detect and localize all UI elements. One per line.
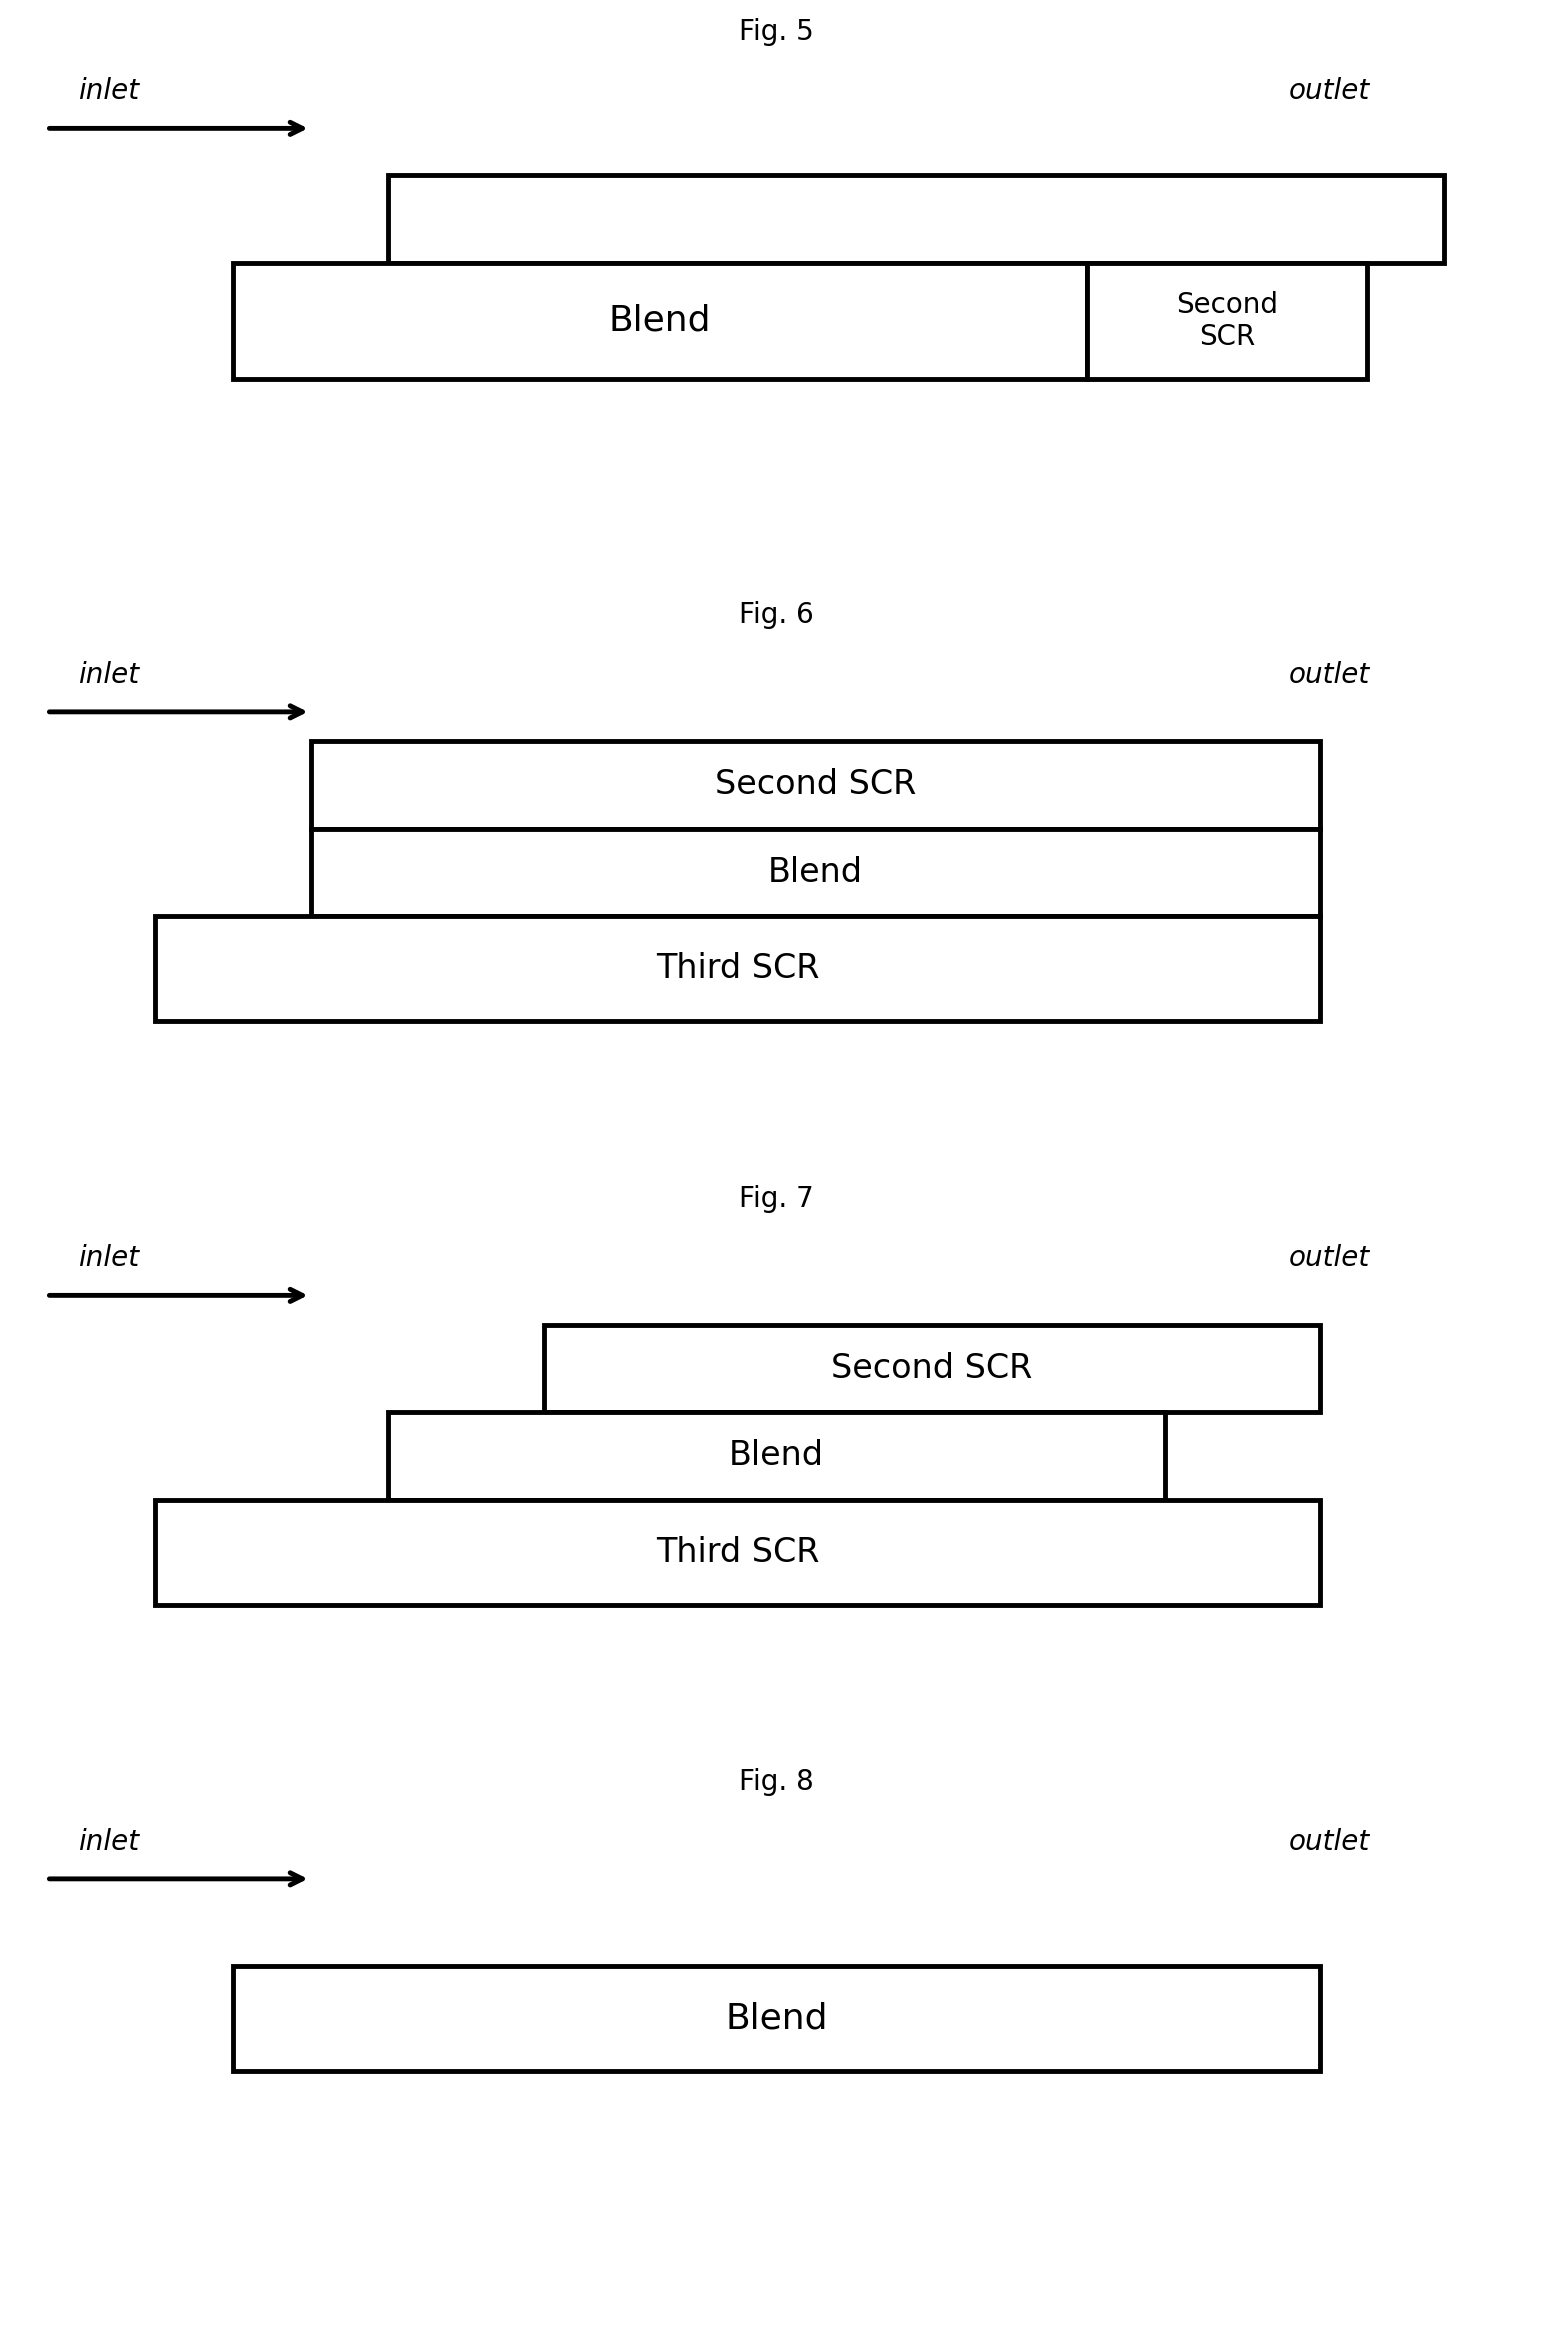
Bar — [311, 829, 1320, 915]
Text: outlet: outlet — [1289, 1244, 1370, 1272]
Text: Blend: Blend — [725, 2003, 828, 2035]
Text: Blend: Blend — [728, 1440, 825, 1473]
Text: Blend: Blend — [609, 303, 711, 338]
Text: Fig. 8: Fig. 8 — [739, 1769, 814, 1795]
Text: Third SCR: Third SCR — [655, 1536, 820, 1568]
Text: Blend: Blend — [767, 857, 863, 889]
Bar — [233, 264, 1087, 378]
Text: Fig. 7: Fig. 7 — [739, 1186, 814, 1211]
Text: inlet: inlet — [78, 1828, 138, 1856]
Text: outlet: outlet — [1289, 77, 1370, 105]
Text: Second
SCR: Second SCR — [1176, 292, 1278, 350]
Text: inlet: inlet — [78, 77, 138, 105]
Text: inlet: inlet — [78, 661, 138, 689]
Bar — [233, 1965, 1320, 2073]
Bar — [544, 1323, 1320, 1412]
Bar — [311, 740, 1320, 829]
Bar — [388, 1412, 1165, 1501]
Text: outlet: outlet — [1289, 661, 1370, 689]
Text: Second SCR: Second SCR — [714, 768, 916, 801]
Text: Third SCR: Third SCR — [655, 952, 820, 985]
Bar — [155, 915, 1320, 1022]
Bar — [1087, 264, 1367, 378]
Text: Fig. 5: Fig. 5 — [739, 16, 814, 44]
Bar — [155, 1501, 1320, 1606]
Text: outlet: outlet — [1289, 1828, 1370, 1856]
Text: inlet: inlet — [78, 1244, 138, 1272]
Text: Fig. 6: Fig. 6 — [739, 600, 814, 628]
Text: Second SCR: Second SCR — [831, 1351, 1033, 1384]
Bar — [388, 175, 1444, 261]
